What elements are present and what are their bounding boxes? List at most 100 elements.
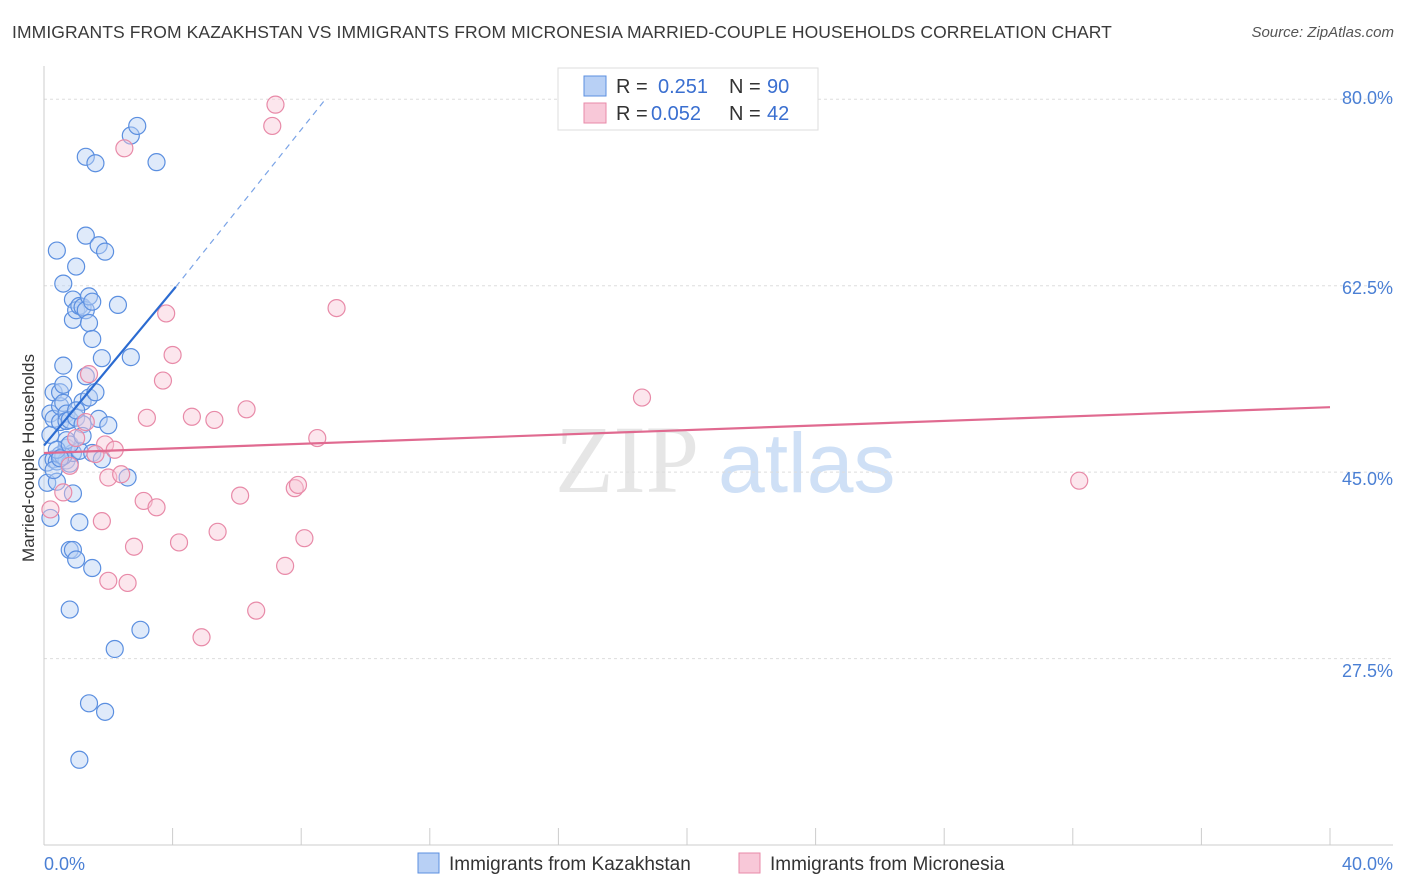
legend-swatch-kazakhstan [583,75,607,97]
legend-n-value-micronesia: 42 [767,103,789,125]
correlation-legend: R = 0.251 N = 90 R = 0.052 N = 42 [557,67,819,131]
kazakhstan-point [54,274,73,293]
kazakhstan-point [83,292,102,311]
micronesia-point [137,408,156,427]
legend-n-label-kazakhstan: N = [729,76,761,98]
kazakhstan-point [128,116,147,136]
micronesia-point [157,304,176,323]
kazakhstan-point [67,550,86,569]
micronesia-point [247,601,266,620]
kazakhstan-point [70,750,89,769]
x-tick-label-min: 0.0% [44,854,85,874]
micronesia-point [163,345,182,365]
watermark-zip: ZIP [555,406,699,513]
micronesia-point [92,512,111,531]
kazakhstan-point [60,600,79,619]
kazakhstan-point [95,242,115,261]
micronesia-point [115,139,134,158]
kazakhstan-point [50,449,70,468]
micronesia-point [54,483,73,502]
y-tick-label-27-5: 27.5% [1342,661,1393,681]
legend-r-value-micronesia: 0.052 [651,103,701,125]
bottom-legend-label-kazakhstan: Immigrants from Kazakhstan [449,854,691,875]
bottom-legend-swatch-micronesia [738,852,761,874]
bottom-legend-swatch-kazakhstan [417,852,440,874]
kazakhstan-point [121,348,140,367]
axes [43,66,1393,846]
kazakhstan-point [83,558,102,578]
x-tick-label-max: 40.0% [1342,854,1393,874]
micronesia-point [205,410,224,430]
data-points [38,95,1089,769]
micronesia-point [112,465,131,484]
y-axis-label: Married-couple Households [19,354,38,562]
kazakhstan-point [63,484,83,503]
kazakhstan-point [67,401,86,420]
kazakhstan-point [63,540,83,560]
legend-swatch-micronesia [583,102,607,124]
micronesia-point [182,407,201,426]
micronesia-point [169,533,189,552]
kazakhstan-point [67,257,86,276]
kazakhstan-point [47,241,66,260]
legend-n-label-micronesia: N = [729,103,761,125]
chart-title: IMMIGRANTS FROM KAZAKHSTAN VS IMMIGRANTS… [12,22,1112,42]
kazakhstan-point [73,297,92,317]
kazakhstan-point [147,153,166,172]
micronesia-point [124,537,144,556]
micronesia-point [263,116,282,136]
y-tick-label-62-5: 62.5% [1342,278,1393,298]
kazakhstan-point [70,513,89,532]
kazakhstan-point [76,367,95,386]
micronesia-point [60,456,79,475]
micronesia-point [76,412,95,432]
micronesia-point [288,475,308,495]
kazakhstan-point [79,694,99,713]
kazakhstan-point [86,154,105,173]
kazakhstan-point [99,416,118,435]
y-tick-label-45-0: 45.0% [1342,469,1393,489]
micronesia-point [285,479,304,498]
kazakhstan-trend-extension [175,101,325,288]
micronesia-point [237,400,256,419]
micronesia-point [266,95,285,114]
legend-r-label-kazakhstan: R = [616,76,648,98]
series-legend: Immigrants from Kazakhstan Immigrants fr… [417,852,1005,875]
kazakhstan-point [108,295,128,315]
kazakhstan-trend-line [43,286,177,447]
kazakhstan-point [92,349,111,368]
micronesia-point [99,571,118,590]
watermark: ZIP atlas [555,406,895,513]
bottom-legend-label-micronesia: Immigrants from Micronesia [770,854,1005,875]
trend-lines [43,101,1331,455]
kazakhstan-point [95,702,115,721]
grid-lines [44,98,1393,660]
kazakhstan-point [47,472,66,491]
micronesia-point [95,435,115,454]
kazakhstan-point [83,329,102,349]
micronesia-point [276,556,295,575]
micronesia-point [295,529,314,548]
legend-n-value-kazakhstan: 90 [767,76,789,98]
kazakhstan-point [79,287,99,306]
micronesia-point [208,522,227,541]
micronesia-point [327,299,346,318]
legend-r-value-kazakhstan: 0.251 [658,76,708,98]
kazakhstan-point [131,620,150,639]
micronesia-point [118,573,137,593]
kazakhstan-point [54,356,73,375]
kazakhstan-point [76,226,95,245]
micronesia-trend-line [43,406,1331,455]
kazakhstan-point [76,147,95,166]
micronesia-point [231,486,250,505]
micronesia-point [86,444,105,464]
micronesia-point [67,428,86,448]
micronesia-point [632,388,652,407]
micronesia-point [147,498,166,517]
micronesia-point [41,500,60,519]
kazakhstan-point [54,375,73,394]
kazakhstan-point [79,313,99,333]
micronesia-point [153,371,173,390]
kazakhstan-point [105,639,124,659]
